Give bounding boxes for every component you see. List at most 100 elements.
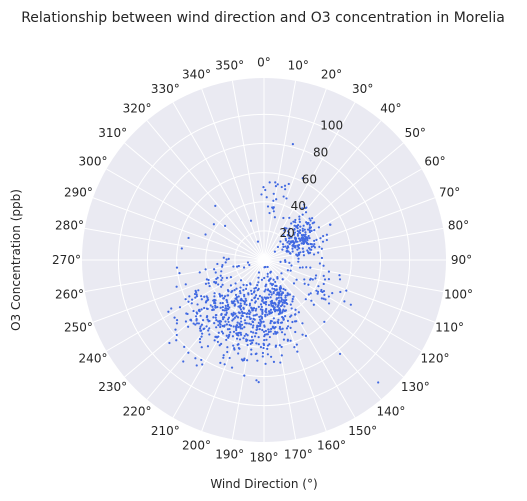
- data-point: [205, 307, 209, 310]
- data-point: [237, 334, 240, 337]
- data-point: [283, 184, 287, 187]
- data-point: [280, 331, 284, 334]
- data-point: [192, 322, 195, 325]
- data-point: [309, 292, 312, 295]
- data-point: [302, 224, 305, 227]
- data-point: [226, 328, 230, 331]
- data-point: [248, 263, 251, 267]
- data-point: [248, 339, 252, 342]
- data-point: [303, 203, 306, 206]
- data-point: [220, 270, 223, 273]
- angle-tick-label: 110°: [435, 321, 464, 335]
- data-point: [313, 239, 316, 242]
- data-point: [250, 292, 253, 295]
- data-point: [197, 289, 200, 292]
- data-point: [262, 342, 265, 345]
- data-point: [284, 245, 287, 248]
- data-point: [266, 272, 269, 275]
- data-point: [237, 352, 240, 355]
- data-point: [237, 326, 240, 329]
- data-point: [220, 285, 223, 288]
- data-point: [275, 198, 278, 201]
- angle-tick-label: 300°: [79, 154, 108, 168]
- data-point: [225, 323, 229, 326]
- data-point: [288, 242, 291, 245]
- data-point: [211, 305, 214, 308]
- data-point: [311, 217, 314, 220]
- angle-gridline: [146, 120, 265, 261]
- data-point: [251, 326, 254, 329]
- data-point: [216, 262, 219, 266]
- angle-gridline: [146, 259, 265, 400]
- data-point: [268, 181, 271, 184]
- data-point: [322, 264, 325, 267]
- data-point: [261, 351, 265, 355]
- data-point: [213, 339, 216, 342]
- data-point: [253, 290, 256, 293]
- data-point: [315, 238, 318, 241]
- data-point: [271, 287, 274, 290]
- data-point: [244, 297, 247, 300]
- angle-tick-label: 50°: [405, 126, 426, 140]
- data-point: [306, 237, 309, 241]
- data-point: [225, 338, 228, 341]
- data-point: [302, 254, 306, 257]
- data-point: [250, 306, 253, 309]
- data-point: [255, 379, 258, 382]
- data-point: [281, 243, 285, 246]
- data-point: [198, 327, 202, 330]
- data-point: [209, 304, 212, 307]
- data-point: [303, 278, 306, 281]
- data-point: [273, 287, 276, 291]
- data-point: [301, 234, 305, 237]
- data-point: [291, 320, 294, 324]
- data-point: [270, 355, 273, 358]
- data-point: [196, 303, 199, 306]
- data-point: [254, 314, 257, 317]
- data-point: [213, 301, 216, 305]
- angle-gridline: [106, 259, 265, 352]
- data-point: [377, 381, 380, 384]
- angle-gridline: [172, 102, 265, 261]
- data-point: [257, 305, 260, 308]
- data-point: [208, 284, 211, 288]
- data-point: [299, 238, 302, 241]
- data-point: [262, 320, 265, 323]
- data-point: [214, 281, 218, 284]
- data-point: [266, 333, 269, 336]
- data-point: [274, 345, 277, 348]
- data-point: [254, 296, 257, 299]
- data-point: [272, 192, 275, 195]
- data-point: [264, 310, 267, 313]
- data-point: [253, 287, 256, 290]
- data-point: [232, 344, 235, 347]
- data-point: [283, 299, 287, 302]
- data-point: [232, 330, 236, 333]
- data-point: [278, 325, 282, 329]
- data-point: [225, 311, 228, 314]
- data-point: [293, 224, 296, 227]
- data-point: [218, 344, 221, 347]
- data-point: [241, 359, 244, 362]
- data-point: [307, 283, 310, 286]
- angle-gridline: [92, 259, 265, 323]
- data-point: [323, 278, 327, 281]
- data-point: [243, 374, 246, 377]
- data-point: [239, 333, 243, 336]
- angle-tick-label: 140°: [376, 404, 405, 418]
- data-point: [256, 284, 259, 287]
- data-point: [217, 331, 220, 334]
- data-point: [266, 347, 269, 350]
- data-point: [277, 296, 280, 299]
- data-point: [313, 243, 316, 246]
- data-point: [232, 311, 235, 314]
- data-points: [167, 143, 380, 384]
- radial-gridline: [205, 201, 323, 319]
- data-point: [232, 300, 235, 303]
- data-point: [322, 274, 325, 277]
- data-point: [296, 244, 299, 247]
- data-point: [237, 301, 240, 304]
- data-point: [267, 303, 271, 307]
- data-point: [292, 295, 295, 298]
- data-point: [235, 337, 239, 340]
